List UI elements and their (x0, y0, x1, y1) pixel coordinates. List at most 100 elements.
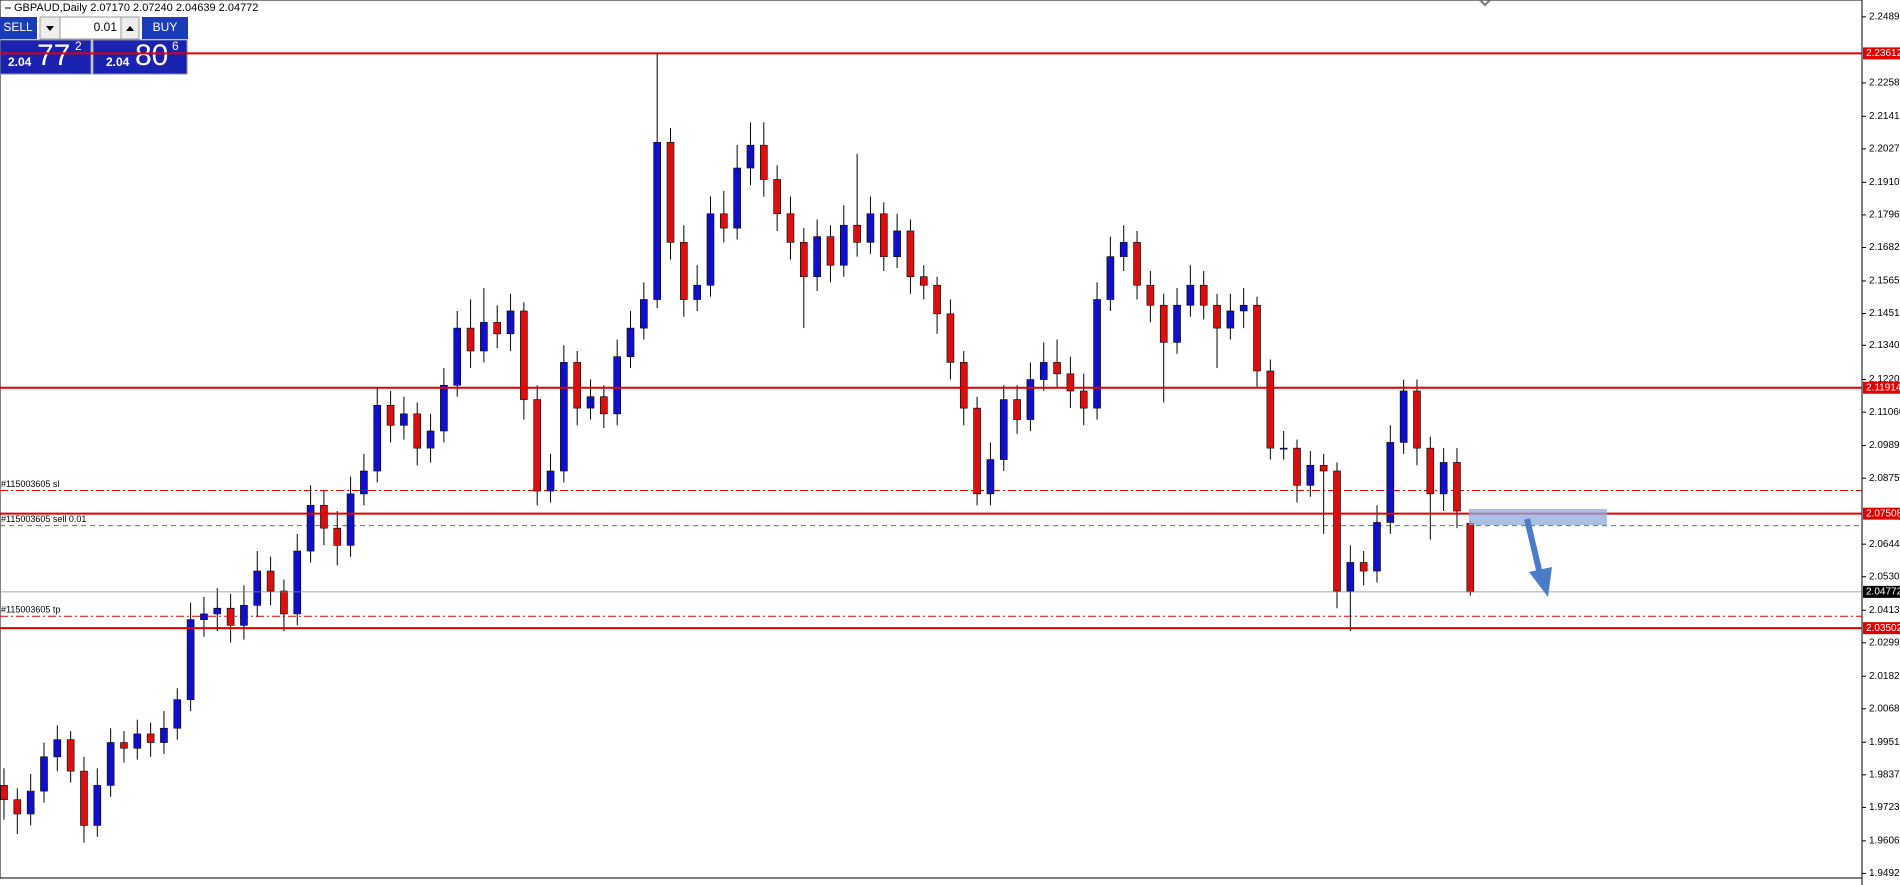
arrow-shaft (1524, 518, 1543, 575)
ask-fraction: 6 (172, 39, 179, 53)
candle-body (293, 550, 302, 615)
candle-body (626, 327, 635, 357)
y-tick-label: 2.09890 (1869, 440, 1900, 451)
candle-body (533, 399, 542, 492)
candle-body (1226, 310, 1235, 329)
candle-body (893, 230, 901, 257)
sell-button[interactable] (0, 17, 37, 39)
y-tick-label: 1.98370 (1869, 769, 1900, 780)
candle-body (1373, 522, 1381, 572)
candle-body (413, 413, 422, 449)
candle-body (1186, 284, 1195, 306)
candle-body (1053, 362, 1061, 375)
candle-body (720, 213, 728, 229)
candle-body (1173, 304, 1181, 343)
candle-body (1213, 304, 1221, 329)
y-tick-label: 2.16820 (1869, 242, 1900, 253)
candle-body (520, 310, 528, 400)
scroll-marker (1479, 0, 1491, 7)
sell-label: SELL (3, 20, 33, 34)
candle-body (80, 770, 88, 826)
level-marker (1863, 622, 1900, 635)
candle-body (1199, 284, 1208, 306)
buy-button[interactable] (142, 17, 188, 39)
candle-body (786, 213, 795, 243)
candle-body (333, 527, 342, 546)
candle-body (1026, 379, 1035, 420)
candle-body (1386, 442, 1395, 523)
candle-body (799, 242, 808, 277)
y-tick-label: 2.08750 (1869, 473, 1900, 484)
bid-pips: 77 (37, 39, 70, 72)
down-arrow (46, 26, 54, 31)
candle-body (93, 785, 102, 826)
candle-body (999, 399, 1008, 460)
candle-body (733, 167, 741, 229)
up-arrow (126, 26, 134, 31)
trade-panel: SELL 0.01 BUY 2.04 77 2 2.04 80 6 (0, 16, 188, 75)
candle-body (839, 224, 848, 266)
candle-body (573, 362, 581, 409)
candle-body (426, 430, 435, 449)
candle-body (1039, 362, 1048, 380)
y-tick-label: 2.01820 (1869, 671, 1900, 682)
candle-body (813, 236, 821, 277)
supply-zone (1469, 509, 1607, 525)
candle-body (53, 739, 62, 758)
candle-body (680, 242, 688, 300)
candle-body (400, 413, 408, 426)
candle-body (1399, 390, 1408, 443)
candle-body (506, 310, 515, 335)
price-marker (1863, 585, 1900, 598)
candle-body (693, 284, 701, 300)
ask-pips: 80 (135, 39, 168, 72)
candle-body (493, 322, 502, 335)
candle-body (1266, 370, 1275, 449)
candle-body (546, 470, 555, 492)
candle-body (1413, 390, 1421, 449)
candle-body (386, 404, 395, 426)
ask-big: 2.04 (106, 55, 130, 69)
y-tick-label: 2.12200 (1869, 374, 1900, 385)
candle-body (480, 322, 488, 352)
candle-body (933, 284, 941, 315)
y-tick-label: 2.24890 (1869, 12, 1900, 23)
y-tick-label: 1.94920 (1869, 868, 1900, 879)
candle-body (1293, 447, 1301, 486)
candle-body (1119, 242, 1128, 257)
candle-body (906, 230, 915, 277)
candle-body (640, 299, 648, 329)
y-tick-label: 2.11060 (1869, 407, 1900, 418)
candle-body (1066, 373, 1075, 392)
candle-body (133, 733, 142, 749)
candle-body (66, 739, 75, 772)
candle-body (360, 470, 368, 495)
candle-body (0, 785, 8, 800)
bid-box[interactable] (0, 39, 92, 75)
lots-value: 0.01 (94, 20, 118, 34)
chart-header: GBPAUD,Daily 2.07170 2.07240 2.04639 2.0… (14, 2, 258, 14)
candle-body (1319, 464, 1328, 472)
order-label: #115003605 sell 0.01 (1, 514, 86, 524)
y-tick-label: 2.05300 (1869, 571, 1900, 582)
candle-body (586, 396, 595, 409)
candle-body (1159, 304, 1168, 343)
level-marker-label: 2.23612 (1866, 48, 1900, 59)
candle-body (346, 493, 355, 546)
candle-body (613, 356, 621, 415)
candle-body (106, 742, 115, 786)
candle-body (306, 505, 315, 552)
ask-box[interactable] (92, 39, 188, 75)
y-tick-label: 2.15650 (1869, 276, 1900, 287)
candle-body (946, 313, 955, 363)
candle-body (773, 179, 781, 215)
plot-frame (0, 0, 1863, 879)
candle-body (1106, 256, 1115, 300)
candle-body (1306, 464, 1315, 486)
candle-body (1253, 304, 1261, 372)
order-label: #115003605 sl (1, 479, 59, 489)
y-tick-label: 2.21410 (1869, 111, 1900, 122)
candle-body (1453, 462, 1461, 512)
candle-body (826, 236, 835, 266)
